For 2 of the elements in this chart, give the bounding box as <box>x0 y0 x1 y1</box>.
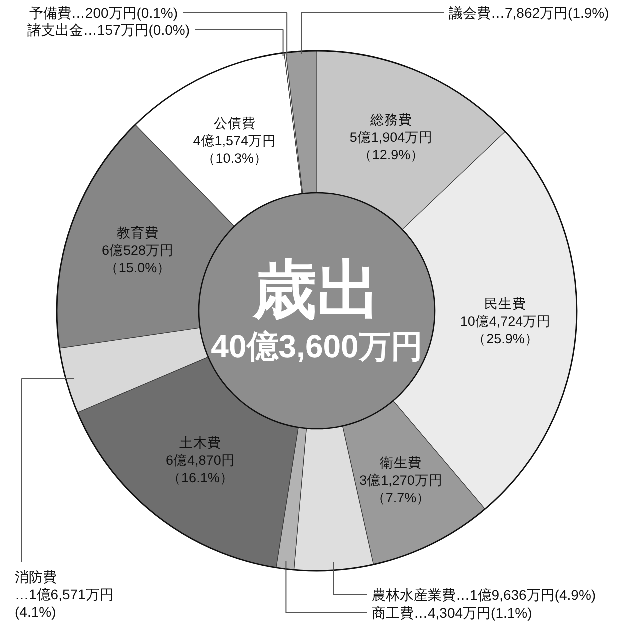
title: 歳出 <box>253 254 381 326</box>
subtitle: 40億3,600万円 <box>211 328 423 365</box>
